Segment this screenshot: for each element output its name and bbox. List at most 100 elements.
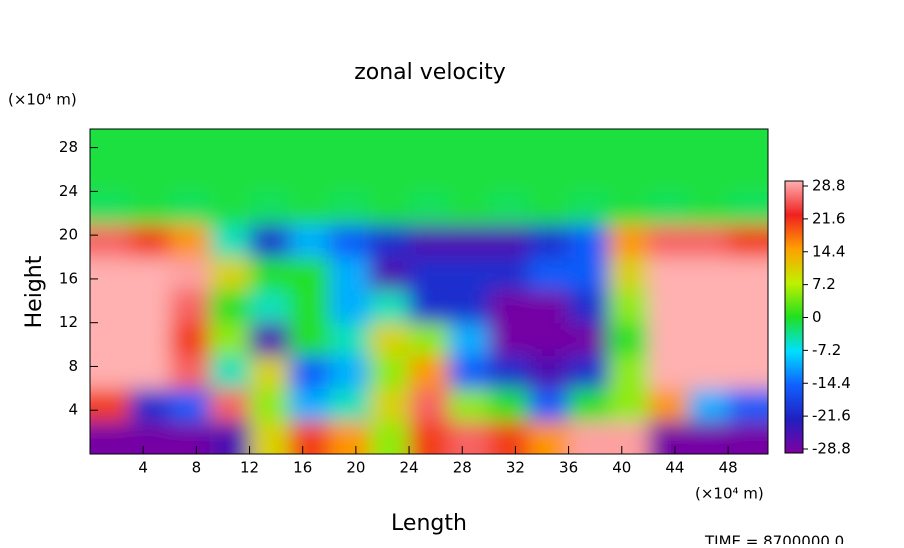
field-cell [608, 322, 649, 357]
field-cell [688, 257, 729, 291]
field-cell [448, 421, 490, 454]
x-tick-label: 36 [559, 459, 578, 477]
field-cell [289, 388, 330, 422]
y-tick-label: 28 [59, 138, 78, 156]
field [90, 129, 768, 454]
field-cell [528, 421, 570, 454]
field-cell [648, 224, 689, 258]
field-cell [209, 388, 251, 422]
x-tick-label: 48 [719, 459, 738, 477]
field-cell [169, 388, 211, 422]
field-cell [329, 129, 370, 160]
field-cell [568, 289, 609, 324]
field-cell [129, 421, 171, 454]
field-cell [129, 224, 171, 258]
field-cell [329, 158, 370, 192]
field-cell [608, 289, 649, 324]
colorbar [784, 180, 804, 454]
field-cell [648, 191, 689, 225]
field-cell [289, 322, 330, 357]
y-unit: (×10⁴ m) [8, 91, 77, 109]
field-cell [568, 421, 609, 454]
field-cell [648, 289, 689, 324]
field-cell [488, 289, 530, 324]
field-cell [608, 421, 649, 454]
colorbar-label: 0 [812, 308, 822, 326]
x-tick-label: 44 [665, 459, 684, 477]
field-cell [688, 158, 729, 192]
field-cell [528, 191, 570, 225]
field-cell [608, 388, 649, 422]
y-tick-label: 8 [68, 357, 78, 375]
colorbar-label: -14.4 [812, 374, 851, 392]
field-cell [568, 224, 609, 258]
field-cell [289, 421, 330, 454]
field-cell [249, 257, 290, 291]
field-cell [169, 421, 211, 454]
field-cell [528, 322, 570, 357]
field-cell [488, 355, 530, 389]
field-cell [90, 421, 131, 454]
field-cell [728, 388, 768, 422]
plot-frame [89, 128, 769, 455]
field-cell [129, 191, 171, 225]
colorbar-label: 14.4 [812, 242, 845, 260]
field-cell [608, 224, 649, 258]
field-cell [448, 257, 490, 291]
field-cell [369, 289, 410, 324]
field-cell [129, 158, 171, 192]
field-cell [568, 355, 609, 389]
field-cell [329, 191, 370, 225]
field-cell [90, 257, 131, 291]
field-cell [129, 355, 171, 389]
field-cell [249, 388, 290, 422]
field-cell [409, 421, 450, 454]
field-cell [728, 129, 768, 160]
y-tick-label: 20 [59, 226, 78, 244]
field-cell [329, 289, 370, 324]
field-cell [289, 289, 330, 324]
field-cell [409, 289, 450, 324]
field-cell [528, 129, 570, 160]
field-cell [568, 322, 609, 357]
field-cell [648, 129, 689, 160]
x-unit: (×10⁴ m) [695, 485, 764, 503]
field-cell [488, 158, 530, 192]
field-cell [688, 289, 729, 324]
field-cell [209, 158, 251, 192]
field-cell [209, 129, 251, 160]
field-cell [209, 289, 251, 324]
field-cell [568, 388, 609, 422]
field-cell [608, 191, 649, 225]
y-tick-label: 16 [59, 269, 78, 287]
field-cell [648, 421, 689, 454]
field-cell [249, 355, 290, 389]
field-cell [409, 388, 450, 422]
field-cell [169, 322, 211, 357]
field-cell [249, 191, 290, 225]
field-cell [90, 388, 131, 422]
field-cell [329, 421, 370, 454]
field-cell [129, 322, 171, 357]
field-cell [728, 158, 768, 192]
x-tick-label: 8 [192, 459, 202, 477]
field-cell [169, 257, 211, 291]
field-cell [488, 421, 530, 454]
field-cell [90, 355, 131, 389]
field-cell [329, 257, 370, 291]
field-cell [568, 191, 609, 225]
field-cell [289, 224, 330, 258]
x-tick-label: 12 [240, 459, 259, 477]
field-cell [688, 388, 729, 422]
field-cell [688, 421, 729, 454]
x-tick-label: 20 [346, 459, 365, 477]
field-cell [448, 129, 490, 160]
field-cell [608, 257, 649, 291]
colorbar-label: -28.8 [812, 440, 851, 458]
x-tick-label: 16 [293, 459, 312, 477]
field-cell [129, 289, 171, 324]
field-cell [688, 322, 729, 357]
field-cell [409, 322, 450, 357]
field-cell [488, 224, 530, 258]
